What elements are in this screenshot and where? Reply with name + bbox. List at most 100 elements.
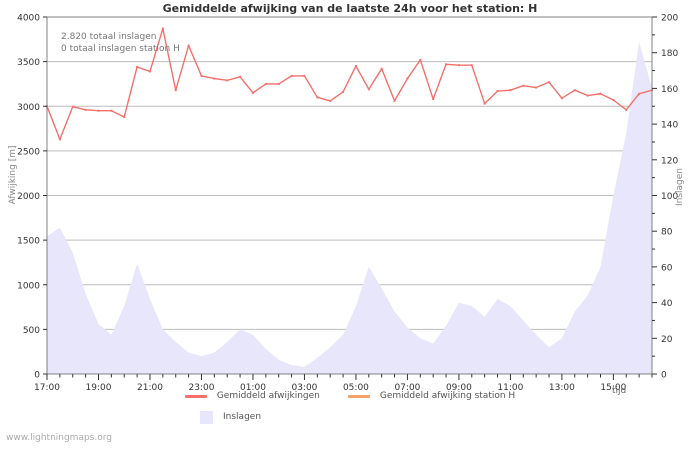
x-axis-label: tijd <box>612 386 627 396</box>
data-point-marker <box>290 74 293 77</box>
data-point-marker <box>509 89 512 92</box>
x-axis-tick-label: 11:00 <box>497 383 523 393</box>
x-axis-tick-label: 23:00 <box>188 383 214 393</box>
data-point-marker <box>586 94 589 97</box>
legend-swatch-line-icon <box>184 394 207 398</box>
data-point-marker <box>148 70 151 73</box>
data-point-marker <box>496 90 499 93</box>
legend-label: Gemiddeld afwijking station H <box>379 391 516 401</box>
legend-swatch-line-icon <box>347 394 370 398</box>
x-axis-tick-label: 17:00 <box>34 383 60 393</box>
afwijking-line-series <box>46 27 653 141</box>
data-point-marker <box>342 90 345 93</box>
data-point-marker <box>548 81 551 84</box>
data-point-marker <box>445 63 448 66</box>
inslagen-area-series <box>47 41 652 375</box>
y-axis-left-tick-label: 0 <box>34 371 40 381</box>
y-axis-right-tick-label: 160 <box>661 85 678 95</box>
y-axis-left-tick-label: 4000 <box>17 14 40 24</box>
x-axis-tick-label: 01:00 <box>240 383 266 393</box>
y-axis-right-tick-label: 100 <box>661 192 678 202</box>
legend-item[interactable]: Gemiddeld afwijking station H <box>347 391 516 401</box>
data-point-marker <box>187 44 190 47</box>
data-point-marker <box>71 105 74 108</box>
x-axis-tick-label: 05:00 <box>343 383 369 393</box>
data-point-marker <box>393 99 396 102</box>
data-point-marker <box>470 64 473 67</box>
data-point-marker <box>367 88 370 91</box>
y-axis-left-tick-label: 3000 <box>17 103 40 113</box>
y-axis-left-tick-label: 1000 <box>17 281 40 291</box>
y-axis-left-tick-label: 1500 <box>17 237 40 247</box>
data-point-marker <box>329 99 332 102</box>
x-axis-tick-label: 15:00 <box>600 383 626 393</box>
data-point-marker <box>84 108 87 111</box>
data-point-marker <box>123 115 126 118</box>
data-point-marker <box>136 65 139 68</box>
data-point-marker <box>457 64 460 67</box>
y-axis-right-tick-label: 60 <box>661 263 673 273</box>
data-point-marker <box>200 74 203 77</box>
area-path-inslagen <box>47 41 652 375</box>
data-point-marker <box>264 82 267 85</box>
data-point-marker <box>97 109 100 112</box>
data-point-marker <box>239 75 242 78</box>
data-point-marker <box>625 108 628 111</box>
data-point-marker <box>406 77 409 80</box>
data-point-marker <box>161 27 164 30</box>
data-point-marker <box>110 109 113 112</box>
data-point-marker <box>354 65 357 68</box>
axis-tick-labels: 0 500 1000 1500 2000 2500 3000 3500 4000 0 20 40 60 8… <box>17 14 678 394</box>
x-axis-tick-label: 03:00 <box>291 383 317 393</box>
annotation-total-strikes: 2.820 totaal inslagen <box>61 32 156 42</box>
data-point-marker <box>612 99 615 102</box>
data-point-marker <box>380 67 383 70</box>
y-axis-left-tick-label: 2000 <box>17 192 40 202</box>
data-point-marker <box>638 92 641 95</box>
y-axis-right-tick-label: 80 <box>661 228 673 238</box>
data-point-marker <box>251 91 254 94</box>
legend-row-secondary: Inslagen <box>0 409 700 425</box>
chart-title: Gemiddelde afwijking van de laatste 24h … <box>162 2 538 15</box>
y-axis-left-tick-label: 3500 <box>17 58 40 68</box>
y-axis-right-tick-label: 200 <box>661 14 678 24</box>
data-point-marker <box>432 98 435 101</box>
data-point-marker <box>522 84 525 87</box>
data-point-marker <box>316 96 319 99</box>
data-point-marker <box>483 102 486 105</box>
legend-item[interactable]: Inslagen <box>200 410 262 424</box>
legend-row-primary: Gemiddeld afwijkingen Gemiddeld afwijking… <box>0 388 700 404</box>
y-axis-right-tick-label: 120 <box>661 156 678 166</box>
axis-ticks <box>43 16 657 380</box>
y-axis-left-tick-label: 2500 <box>17 147 40 157</box>
data-point-marker <box>573 89 576 92</box>
chart-annotations: 2.820 totaal inslagen 0 totaal inslagen s… <box>61 32 180 54</box>
y-axis-right-tick-label: 180 <box>661 49 678 59</box>
y-axis-right-tick-label: 0 <box>661 371 667 381</box>
footer-attribution: www.lightningmaps.org <box>6 433 112 443</box>
x-axis-tick-label: 13:00 <box>549 383 575 393</box>
data-point-marker <box>213 77 216 80</box>
data-point-marker <box>599 92 602 95</box>
x-axis-tick-label: 21:00 <box>137 383 163 393</box>
annotation-station-strikes: 0 totaal inslagen station H <box>61 44 180 54</box>
data-point-marker <box>277 82 280 85</box>
legend-label: Inslagen <box>223 412 262 422</box>
y-axis-right-label: Inslagen <box>675 167 685 207</box>
y-axis-right-tick-label: 40 <box>661 299 673 309</box>
data-point-marker <box>303 74 306 77</box>
legend-item[interactable]: Gemiddeld afwijkingen <box>184 391 320 401</box>
y-axis-left-tick-label: 500 <box>23 326 40 336</box>
data-point-marker <box>419 58 422 61</box>
line-path-series-0 <box>46 27 653 140</box>
legend-swatch-area-icon <box>200 410 213 424</box>
data-point-marker <box>174 89 177 92</box>
data-point-marker <box>535 86 538 89</box>
legend-label: Gemiddeld afwijkingen <box>216 391 320 401</box>
y-axis-right-tick-label: 140 <box>661 121 678 131</box>
data-point-marker <box>560 97 563 100</box>
y-axis-right-tick-label: 20 <box>661 335 673 345</box>
x-axis-tick-label: 09:00 <box>446 383 472 393</box>
